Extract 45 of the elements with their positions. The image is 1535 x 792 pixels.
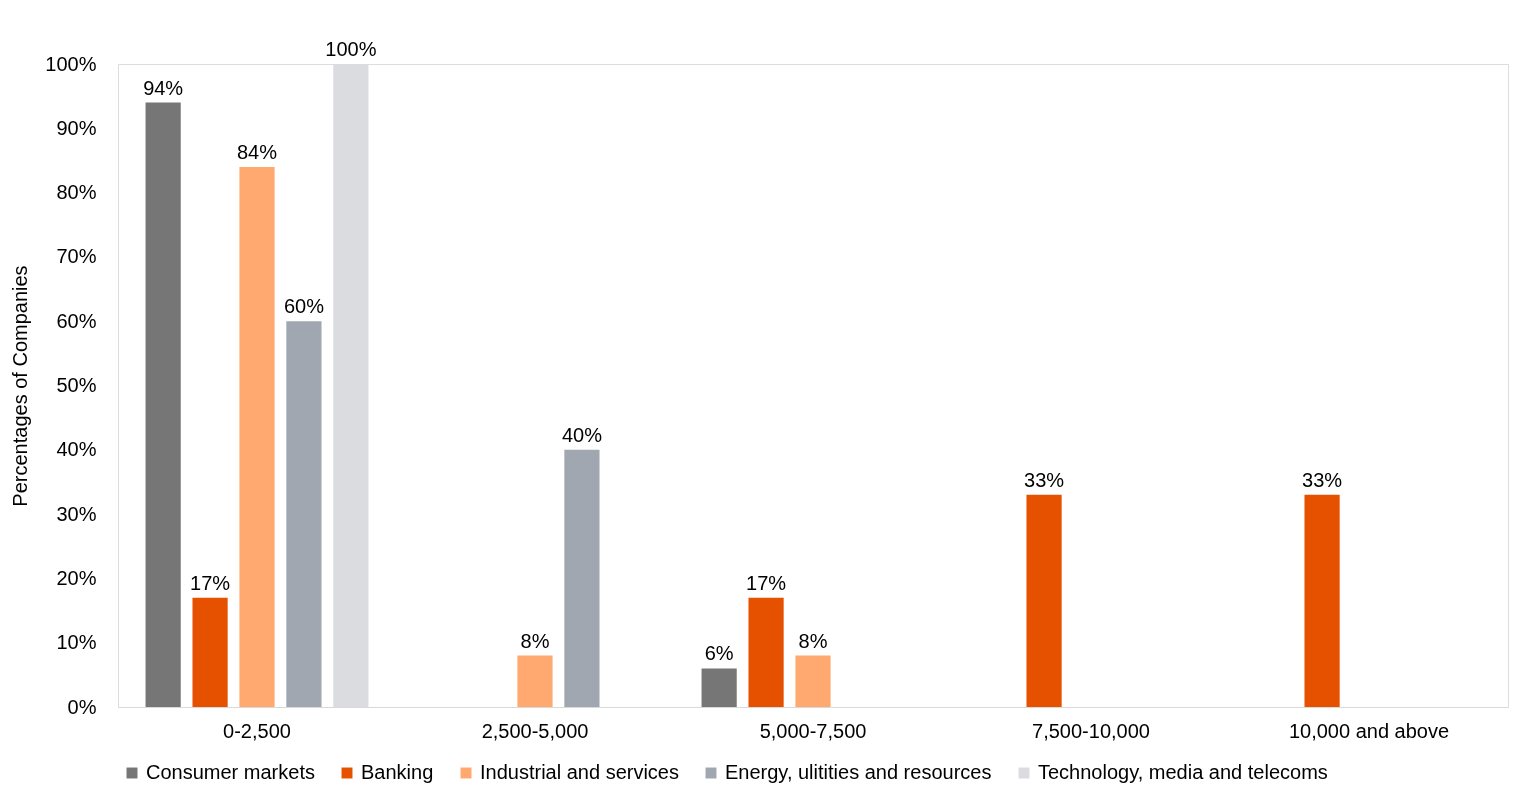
- data-label: 84%: [236, 140, 278, 163]
- legend-label: Energy, ulitities and resources: [725, 761, 992, 783]
- data-label: 94%: [143, 76, 184, 99]
- data-label: 33%: [1302, 468, 1343, 491]
- data-label: 40%: [561, 423, 603, 446]
- data-label: 60%: [283, 295, 325, 318]
- y-tick-label: 60%: [56, 309, 97, 332]
- legend-label: Banking: [361, 761, 434, 783]
- data-label: 33%: [1024, 468, 1065, 491]
- legend-label: Consumer markets: [146, 761, 315, 783]
- bar: [1304, 494, 1340, 707]
- x-tick-label: 2,500-5,000: [481, 719, 589, 742]
- x-tick-label: 5,000-7,500: [759, 719, 867, 742]
- y-tick-label: 50%: [56, 374, 97, 396]
- data-label: 17%: [190, 571, 231, 594]
- legend-label: Industrial and services: [480, 761, 679, 783]
- data-label: 100%: [325, 38, 377, 60]
- bar: [701, 668, 737, 707]
- data-label: 17%: [746, 571, 787, 594]
- y-tick-label: 30%: [56, 502, 97, 525]
- y-tick-label: 40%: [56, 438, 97, 461]
- y-tick-label: 10%: [56, 631, 97, 654]
- bar: [1026, 494, 1062, 707]
- y-tick-label: 100%: [45, 52, 97, 75]
- x-tick-label: 0-2,500: [223, 719, 291, 742]
- data-label: 8%: [520, 629, 550, 652]
- bar: [286, 321, 322, 707]
- bar: [145, 102, 181, 707]
- bar: [192, 597, 228, 707]
- legend-label: Technology, media and telecoms: [1038, 761, 1328, 783]
- bar: [239, 166, 275, 707]
- bar: [795, 655, 831, 707]
- bar: [748, 597, 784, 707]
- y-axis-title: Percentages of Companies: [9, 265, 32, 507]
- y-tick-label: 20%: [56, 566, 97, 589]
- data-label: 8%: [798, 629, 828, 652]
- y-tick-label: 70%: [56, 245, 97, 268]
- bar: [517, 655, 553, 707]
- y-tick-label: 90%: [56, 116, 97, 139]
- x-tick-label: 7,500-10,000: [1032, 719, 1150, 742]
- y-tick-label: 80%: [56, 181, 97, 204]
- y-tick-label: 0%: [67, 695, 97, 718]
- x-tick-label: 10,000 and above: [1288, 719, 1450, 742]
- bar: [564, 449, 600, 707]
- data-label: 6%: [704, 642, 734, 665]
